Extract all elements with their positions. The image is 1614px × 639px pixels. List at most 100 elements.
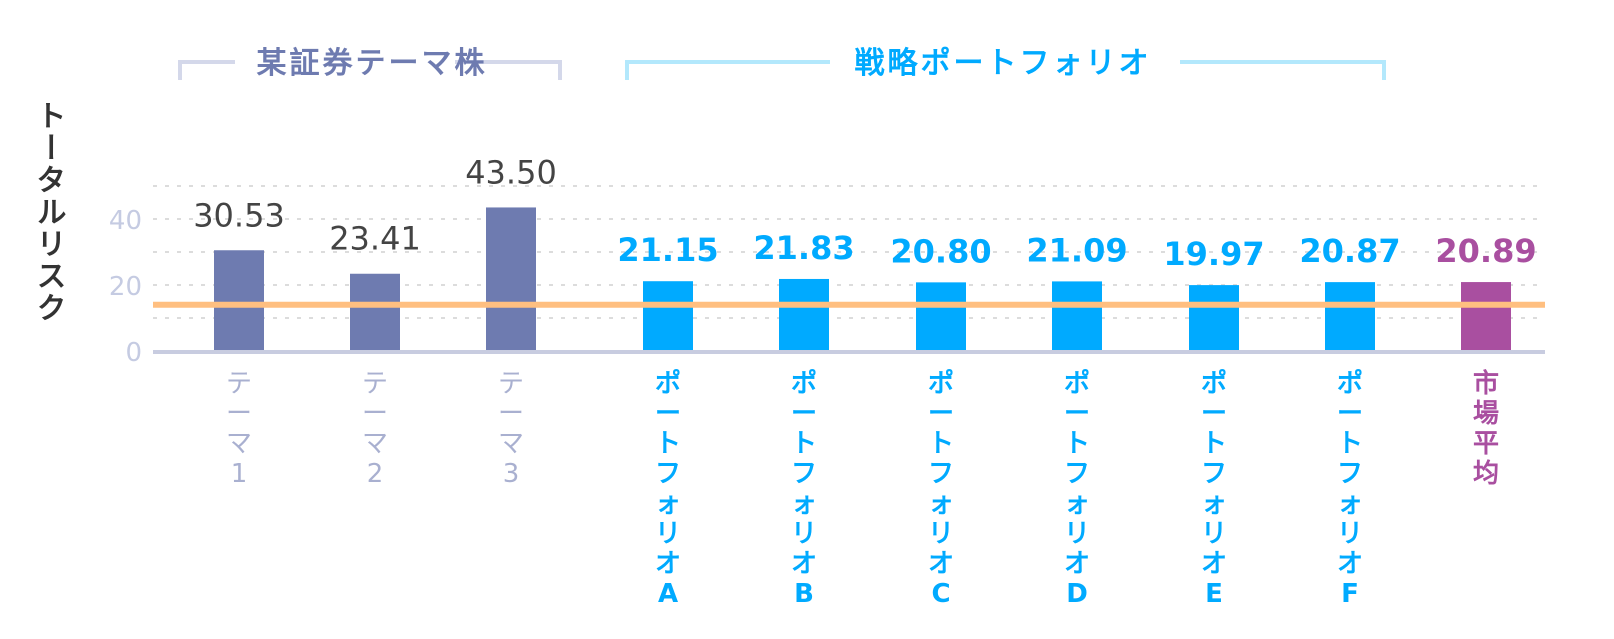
y-axis-ticks: 0 20 40 [109, 206, 142, 368]
category-label-char: ォ [655, 489, 681, 519]
category-label-char: E [1205, 579, 1223, 609]
category-label-char: ー [498, 399, 524, 429]
value-label: 30.53 [193, 196, 285, 234]
bar [643, 281, 693, 351]
category-label-char: オ [1201, 549, 1227, 579]
category-label-char: ポ [1201, 368, 1227, 399]
category-label-char: リ [1201, 519, 1227, 549]
category-label-char: 1 [231, 459, 248, 489]
category-label-char: 2 [367, 459, 384, 489]
category-label-char: ポ [655, 368, 681, 399]
value-label: 43.50 [465, 153, 557, 191]
category-label-char: オ [791, 549, 817, 579]
category-label-char: ト [928, 429, 954, 459]
category-label-char: テ [226, 369, 252, 399]
category-label-char: リ [1337, 519, 1363, 549]
bracket-right [455, 60, 562, 80]
category-label-char: マ [226, 429, 252, 459]
bracket-left [178, 60, 235, 80]
value-label: 20.80 [890, 232, 991, 270]
bars [214, 207, 1511, 351]
category-label-char: リ [1064, 519, 1090, 549]
category-label-char: テ [362, 369, 388, 399]
category-label-char: リ [928, 519, 954, 549]
category-label-char: B [794, 579, 814, 609]
category-label-char: マ [362, 429, 388, 459]
category-label-char: リ [655, 519, 681, 549]
category-label-char: テ [498, 369, 524, 399]
bracket-left [625, 60, 830, 80]
bar [779, 278, 829, 351]
category-label-char: マ [498, 429, 524, 459]
value-label: 23.41 [329, 220, 421, 258]
category-label-char: ト [1337, 429, 1363, 459]
category-label-char: A [658, 579, 678, 609]
category-label-char: ォ [1064, 489, 1090, 519]
y-tick-label: 40 [109, 206, 142, 236]
bar [486, 207, 536, 351]
category-label-char: オ [1337, 549, 1363, 579]
category-label-char: フ [1064, 459, 1090, 489]
category-label-char: ー [1064, 399, 1090, 429]
category-label-char: ォ [791, 489, 817, 519]
category-label-char: ト [1201, 429, 1227, 459]
category-label-char: フ [1201, 459, 1227, 489]
category-label-char: フ [1337, 459, 1363, 489]
category-label-char: ー [655, 399, 681, 429]
y-tick-label: 0 [125, 338, 142, 368]
category-label-char: 市 [1473, 368, 1499, 399]
category-label-char: オ [1064, 549, 1090, 579]
category-label-char: ポ [791, 368, 817, 399]
bar [1189, 285, 1239, 351]
category-label-char: ー [362, 399, 388, 429]
group-label: 某証券テーマ株 [257, 46, 488, 81]
category-label-char: フ [655, 459, 681, 489]
bar [1052, 281, 1102, 351]
category-label-char: 均 [1473, 459, 1499, 489]
bracket-right [1180, 60, 1386, 80]
category-label-char: ポ [1064, 368, 1090, 399]
category-label-char: C [931, 579, 950, 609]
category-label-char: D [1066, 579, 1088, 609]
value-labels: 30.53 23.41 43.50 21.15 21.83 20.80 21.09 19.97… [193, 153, 1536, 273]
bar [1325, 282, 1375, 351]
category-label-char: フ [791, 459, 817, 489]
bar [1461, 282, 1511, 351]
category-label-char: ー [1201, 399, 1227, 429]
category-label-char: ォ [1337, 489, 1363, 519]
category-label-char: ォ [1201, 489, 1227, 519]
category-label-char: ポ [928, 368, 954, 399]
category-label-char: F [1341, 579, 1359, 609]
category-label-char: 3 [503, 459, 520, 489]
category-label-char: ー [1337, 399, 1363, 429]
group-brackets: 某証券テーマ株 戦略ポートフォリオ [178, 46, 1386, 81]
value-label: 20.89 [1435, 232, 1536, 270]
category-label-char: ポ [1337, 368, 1363, 399]
category-label-char: フ [928, 459, 954, 489]
category-label-char: ー [226, 399, 252, 429]
y-axis-label: トータルリスク [31, 100, 66, 324]
value-label: 21.09 [1026, 231, 1127, 269]
bar [916, 282, 966, 351]
category-label-char: ト [791, 429, 817, 459]
value-label: 19.97 [1163, 235, 1264, 273]
category-label-char: ー [791, 399, 817, 429]
y-tick-label: 20 [109, 272, 142, 302]
value-label: 20.87 [1299, 232, 1400, 270]
group-label: 戦略ポートフォリオ [855, 46, 1152, 81]
category-labels: テーマ1テーマ2テーマ3ポートフォリオAポートフォリオBポートフォリオCポートフ… [226, 368, 1499, 609]
category-label-char: オ [655, 549, 681, 579]
category-label-char: ト [1064, 429, 1090, 459]
category-label-char: リ [791, 519, 817, 549]
category-label-char: ォ [928, 489, 954, 519]
value-label: 21.15 [617, 231, 718, 269]
